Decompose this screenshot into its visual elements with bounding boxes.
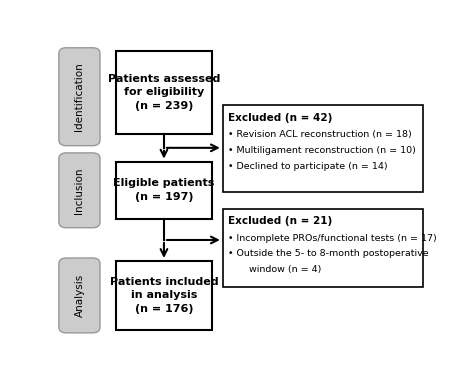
FancyBboxPatch shape — [116, 261, 212, 330]
Text: (n = 239): (n = 239) — [135, 101, 193, 111]
Text: • Declined to participate (n = 14): • Declined to participate (n = 14) — [228, 162, 387, 171]
Text: Eligible patients: Eligible patients — [113, 178, 215, 188]
Text: (n = 197): (n = 197) — [135, 192, 193, 202]
Text: Excluded (n = 42): Excluded (n = 42) — [228, 113, 332, 123]
FancyBboxPatch shape — [223, 105, 423, 192]
Text: • Incomplete PROs/functional tests (n = 17): • Incomplete PROs/functional tests (n = … — [228, 233, 437, 242]
Text: Analysis: Analysis — [74, 274, 84, 317]
FancyBboxPatch shape — [59, 258, 100, 333]
Text: (n = 176): (n = 176) — [135, 304, 193, 314]
FancyBboxPatch shape — [116, 162, 212, 219]
Text: Identification: Identification — [74, 62, 84, 131]
Text: Inclusion: Inclusion — [74, 167, 84, 214]
Text: Patients assessed: Patients assessed — [108, 74, 220, 83]
FancyBboxPatch shape — [59, 48, 100, 146]
Text: window (n = 4): window (n = 4) — [228, 265, 321, 274]
Text: Patients included: Patients included — [109, 277, 218, 286]
FancyBboxPatch shape — [223, 209, 423, 287]
Text: • Revision ACL reconstruction (n = 18): • Revision ACL reconstruction (n = 18) — [228, 130, 411, 139]
Text: for eligibility: for eligibility — [124, 88, 204, 97]
FancyBboxPatch shape — [59, 153, 100, 228]
Text: in analysis: in analysis — [131, 291, 197, 300]
Text: • Outside the 5- to 8-month postoperative: • Outside the 5- to 8-month postoperativ… — [228, 249, 428, 258]
Text: • Multiligament reconstruction (n = 10): • Multiligament reconstruction (n = 10) — [228, 146, 416, 155]
FancyBboxPatch shape — [116, 50, 212, 134]
Text: Excluded (n = 21): Excluded (n = 21) — [228, 216, 332, 226]
